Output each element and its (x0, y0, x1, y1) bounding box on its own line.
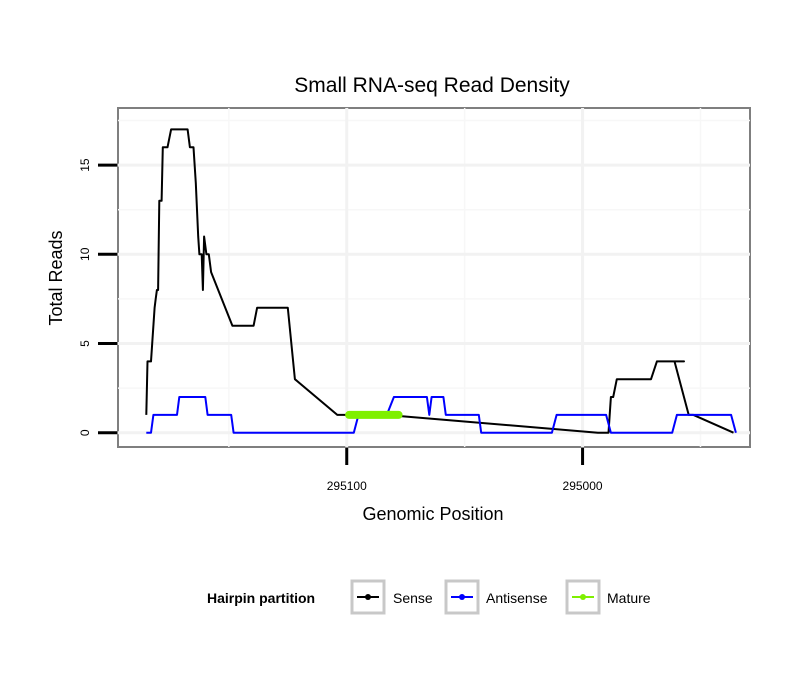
y-axis-title: Total Reads (46, 230, 66, 325)
legend-key-dot (580, 594, 586, 600)
x-axis-title: Genomic Position (362, 504, 503, 524)
y-tick-label: 15 (78, 158, 92, 172)
x-tick-label: 295100 (327, 479, 367, 493)
chart-title: Small RNA-seq Read Density (294, 74, 570, 97)
y-tick-label: 5 (78, 340, 92, 347)
legend-label-mature: Mature (607, 590, 651, 606)
axes: 0 5 10 15 295100 295000 (78, 158, 603, 493)
legend-key-dot (459, 594, 465, 600)
legend-title: Hairpin partition (207, 590, 315, 606)
series-line-antisense (146, 396, 737, 434)
series (145, 128, 737, 434)
grid (118, 108, 750, 447)
y-tick-label: 10 (78, 247, 92, 261)
legend-label-sense: Sense (393, 590, 433, 606)
x-tick-label: 295000 (563, 479, 603, 493)
legend-key-dot (365, 594, 371, 600)
legend: Hairpin partition Sense Antisense Mature (207, 579, 651, 615)
series-line-sense (145, 128, 734, 434)
legend-label-antisense: Antisense (486, 590, 548, 606)
y-tick-label: 0 (78, 429, 92, 436)
